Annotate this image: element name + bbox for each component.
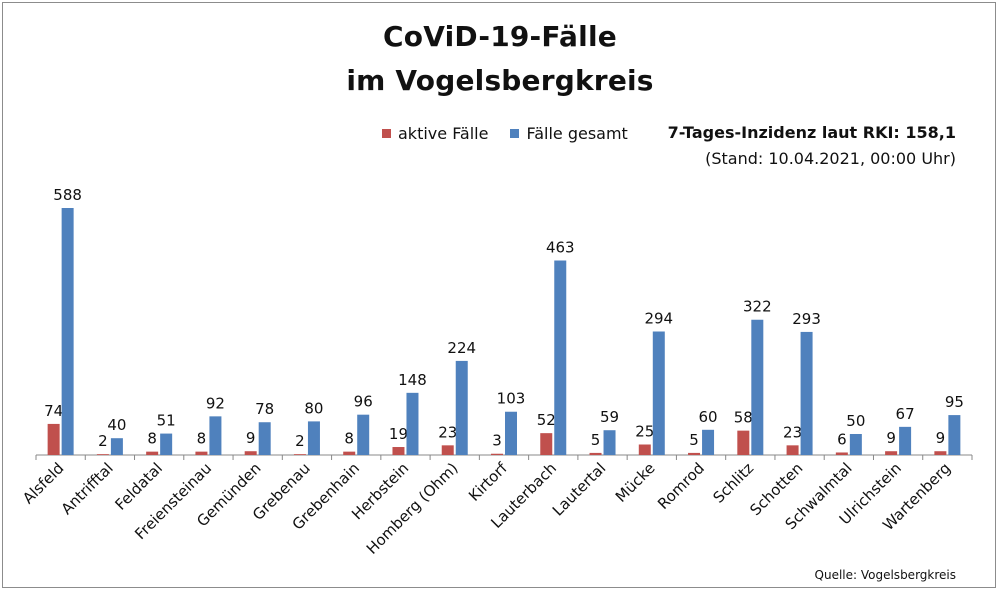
x-tick-label: Romrod bbox=[654, 459, 708, 513]
data-label-active: 5 bbox=[689, 431, 699, 449]
incidence-box: 7-Tages-Inzidenz laut RKI: 158,1 (Stand:… bbox=[668, 120, 956, 172]
incidence-stand: (Stand: 10.04.2021, 00:00 Uhr) bbox=[705, 149, 956, 168]
data-label-active: 58 bbox=[734, 409, 753, 427]
data-label-active: 8 bbox=[197, 430, 207, 448]
bar-total bbox=[948, 415, 961, 455]
data-label-active: 2 bbox=[98, 432, 108, 450]
bar-active bbox=[786, 445, 799, 455]
bar-total bbox=[554, 260, 567, 455]
bar-total bbox=[800, 331, 813, 455]
legend-swatch-total bbox=[510, 129, 520, 138]
data-label-total: 588 bbox=[53, 186, 82, 204]
data-label-active: 8 bbox=[147, 430, 157, 448]
x-tick-label: Lautertal bbox=[549, 459, 610, 520]
data-label-active: 25 bbox=[635, 422, 654, 440]
bar-active bbox=[244, 451, 257, 455]
data-label-total: 80 bbox=[304, 399, 323, 417]
data-label-active: 6 bbox=[837, 430, 847, 448]
chart-subtitle: im Vogelsbergkreis bbox=[346, 64, 654, 97]
bar-total bbox=[652, 331, 665, 455]
bar-total bbox=[307, 421, 320, 455]
bar-total bbox=[899, 426, 912, 455]
bar-total bbox=[751, 319, 764, 455]
data-label-total: 294 bbox=[644, 310, 673, 328]
x-tick-label: Alsfeld bbox=[19, 459, 67, 507]
data-label-total: 148 bbox=[398, 371, 427, 389]
bar-total bbox=[160, 433, 173, 455]
bar-active bbox=[885, 451, 898, 455]
bar-active bbox=[737, 430, 750, 455]
x-tick-label: Schlitz bbox=[710, 459, 758, 507]
bar-total bbox=[849, 433, 862, 455]
data-label-total: 51 bbox=[157, 412, 176, 430]
bar-active bbox=[293, 454, 306, 455]
data-label-total: 224 bbox=[447, 339, 476, 357]
data-label-total: 95 bbox=[945, 393, 964, 411]
bar-active bbox=[688, 452, 701, 455]
bar-active bbox=[441, 445, 454, 455]
data-label-total: 60 bbox=[699, 408, 718, 426]
bar-active bbox=[146, 451, 159, 455]
data-label-active: 74 bbox=[44, 402, 63, 420]
data-label-active: 9 bbox=[246, 429, 256, 447]
bar-active bbox=[638, 444, 651, 455]
x-tick-label: Homberg (Ohm) bbox=[363, 459, 462, 558]
data-label-active: 9 bbox=[886, 429, 896, 447]
data-label-active: 23 bbox=[783, 423, 802, 441]
bar-active bbox=[343, 451, 356, 455]
data-label-active: 23 bbox=[438, 423, 457, 441]
bar-total bbox=[258, 422, 271, 455]
data-label-total: 59 bbox=[600, 408, 619, 426]
bar-total bbox=[455, 360, 468, 455]
bar-active bbox=[934, 451, 947, 455]
bar-active bbox=[589, 452, 602, 455]
bar-total bbox=[702, 429, 715, 455]
data-label-active: 8 bbox=[344, 430, 354, 448]
bar-total bbox=[406, 392, 419, 455]
bar-active bbox=[540, 433, 553, 455]
data-label-active: 9 bbox=[936, 429, 946, 447]
bar-total bbox=[505, 411, 517, 455]
data-label-total: 96 bbox=[354, 393, 373, 411]
x-tick-label: Antrifftal bbox=[58, 459, 117, 518]
data-label-total: 293 bbox=[792, 310, 821, 328]
incidence-headline: 7-Tages-Inzidenz laut RKI: 158,1 bbox=[667, 123, 956, 142]
data-label-total: 92 bbox=[206, 394, 225, 412]
data-label-active: 2 bbox=[295, 432, 305, 450]
bar-active bbox=[195, 451, 208, 455]
bar-active bbox=[835, 452, 848, 455]
data-label-total: 322 bbox=[743, 298, 772, 316]
legend: aktive Fälle Fälle gesamt bbox=[382, 124, 650, 143]
bar-total bbox=[110, 438, 123, 455]
legend-label-active: aktive Fälle bbox=[398, 124, 489, 143]
legend-item-total: Fälle gesamt bbox=[510, 124, 628, 143]
legend-item-active: aktive Fälle bbox=[382, 124, 488, 143]
data-label-total: 67 bbox=[896, 405, 915, 423]
bar-active bbox=[96, 454, 109, 455]
bar-total bbox=[209, 416, 222, 455]
legend-swatch-active bbox=[382, 129, 391, 138]
data-label-total: 78 bbox=[255, 400, 274, 418]
data-label-active: 5 bbox=[591, 431, 601, 449]
legend-label-total: Fälle gesamt bbox=[526, 124, 628, 143]
data-label-active: 52 bbox=[537, 411, 556, 429]
bar-total bbox=[603, 430, 616, 455]
x-tick-label: Kirtorf bbox=[465, 459, 511, 505]
data-label-active: 3 bbox=[492, 432, 502, 450]
data-label-active: 19 bbox=[389, 425, 408, 443]
bar-total bbox=[61, 208, 74, 455]
source-note: Quelle: Vogelsbergkreis bbox=[814, 568, 956, 582]
data-label-total: 103 bbox=[497, 390, 526, 408]
data-label-total: 463 bbox=[546, 239, 575, 257]
data-label-total: 50 bbox=[846, 412, 865, 430]
bar-total bbox=[357, 414, 370, 455]
bar-active bbox=[491, 453, 503, 455]
chart-title: CoViD-19-Fälle bbox=[383, 20, 617, 53]
x-tick-label: Mücke bbox=[612, 459, 659, 506]
bar-active bbox=[47, 423, 60, 455]
bar-active bbox=[392, 447, 405, 455]
data-label-total: 40 bbox=[107, 416, 126, 434]
